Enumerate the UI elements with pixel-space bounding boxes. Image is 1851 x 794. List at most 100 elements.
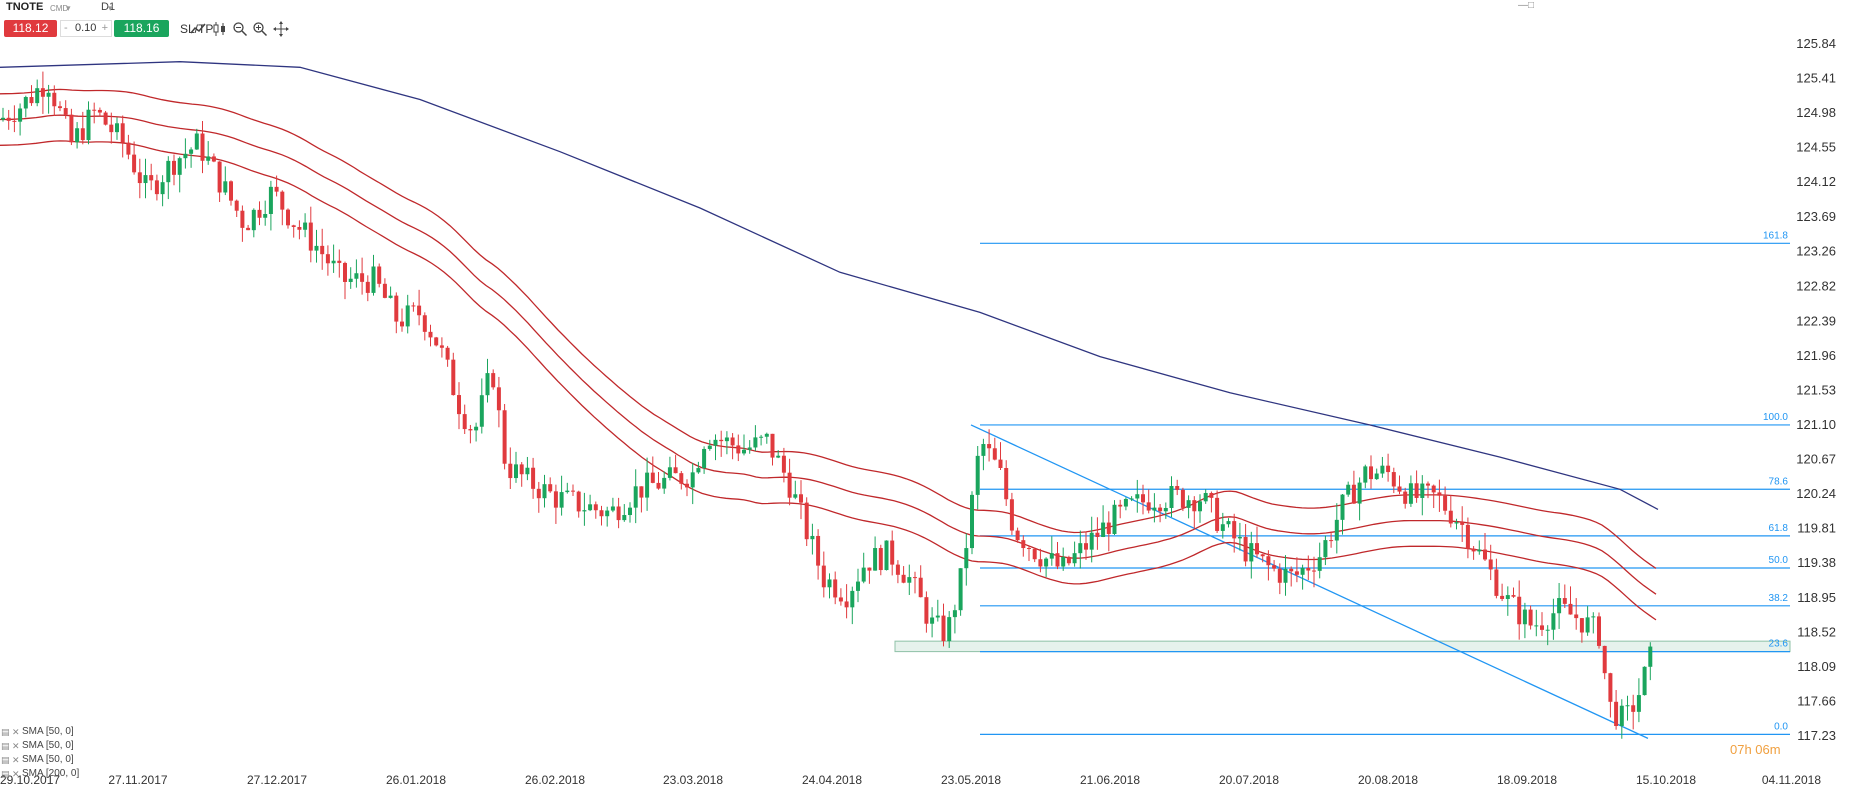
- candle-body: [1243, 536, 1248, 562]
- indicator-sma-50-a[interactable]: ▤ ✕ SMA [50, 0]: [0, 725, 79, 739]
- candle-body: [343, 262, 347, 282]
- candle-body: [115, 123, 119, 133]
- candle-body: [1049, 553, 1054, 559]
- candle-body: [1346, 484, 1351, 495]
- price-tick-label: 124.12: [1796, 174, 1836, 189]
- candle-body: [468, 429, 473, 431]
- volume-stepper[interactable]: - 0.10 +: [60, 20, 112, 37]
- candle-body: [40, 88, 45, 97]
- candle-body: [987, 444, 992, 449]
- fib-level-label: 78.6: [1769, 476, 1789, 487]
- candle-body: [12, 120, 17, 122]
- candle-body: [770, 433, 775, 458]
- indicator-settings-icon[interactable]: ▤ ✕: [1, 769, 20, 779]
- sell-button[interactable]: 118.12: [4, 20, 57, 37]
- candle-body: [400, 321, 404, 327]
- candle-body: [1602, 645, 1607, 674]
- candle-body: [667, 467, 672, 478]
- line-chart-icon[interactable]: [190, 21, 206, 37]
- candle-body: [1283, 568, 1288, 583]
- candle-body: [308, 222, 313, 251]
- candle-body: [286, 209, 290, 226]
- timeframe-selector[interactable]: D1: [101, 1, 116, 13]
- crosshair-icon[interactable]: [273, 21, 289, 37]
- price-tick-label: 124.55: [1796, 140, 1836, 155]
- candle-body: [109, 124, 114, 133]
- indicator-sma-50-b[interactable]: ▤ ✕ SMA [50, 0]: [0, 739, 79, 753]
- candle-body: [827, 579, 832, 588]
- candle-body: [52, 92, 57, 107]
- indicator-settings-icon[interactable]: ▤ ✕: [1, 755, 20, 765]
- candle-body: [6, 117, 11, 121]
- candle-body: [1226, 521, 1231, 525]
- indicator-sma-200[interactable]: ▤ ✕ SMA [200, 0]: [0, 767, 79, 781]
- candle-body: [405, 305, 410, 327]
- candle-body: [1551, 613, 1556, 630]
- volume-decrease-button[interactable]: -: [64, 22, 68, 34]
- candle-body: [1545, 629, 1550, 631]
- candle-body: [58, 106, 62, 109]
- candle-body: [1152, 507, 1157, 511]
- candle-body: [508, 463, 513, 479]
- candle-body: [240, 210, 245, 228]
- date-tick-label: 20.08.2018: [1358, 773, 1418, 787]
- indicator-sma-50-c[interactable]: ▤ ✕ SMA [50, 0]: [0, 753, 79, 767]
- chevron-down-icon[interactable]: ▾: [66, 3, 71, 13]
- candle-body: [166, 160, 171, 183]
- moving-averages: [0, 61, 1659, 621]
- volume-increase-button[interactable]: +: [101, 22, 108, 34]
- candle-body: [377, 266, 382, 284]
- candle-body: [1118, 504, 1123, 507]
- price-tick-label: 117.23: [1797, 728, 1836, 743]
- trendline[interactable]: [970, 424, 1649, 739]
- candle-body: [502, 410, 507, 464]
- candle-body: [713, 439, 718, 446]
- fibonacci-levels[interactable]: 161.8 100.0 78.6 61.8 50.0 38.2 23.6 0.0: [894, 230, 1791, 739]
- candle-body: [1061, 556, 1066, 567]
- zoom-out-icon[interactable]: [232, 21, 248, 37]
- buy-button[interactable]: 118.16: [114, 20, 169, 37]
- candle-body: [1625, 705, 1630, 707]
- candle-body: [1312, 570, 1316, 572]
- price-axis[interactable]: 125.84 125.41 124.98 124.55 124.12 123.69 123.…: [1796, 36, 1836, 743]
- candle-body: [217, 161, 222, 193]
- candle-body: [1317, 557, 1322, 571]
- candle-body: [1397, 486, 1402, 492]
- price-tick-label: 121.53: [1796, 382, 1836, 397]
- window-controls-icon[interactable]: —□: [1517, 0, 1534, 11]
- candle-body: [263, 213, 268, 218]
- date-tick-label: 21.06.2018: [1080, 773, 1140, 787]
- candle-body: [1306, 567, 1311, 571]
- candle-body: [35, 88, 40, 104]
- candle-body: [1636, 695, 1641, 712]
- candle-body: [992, 448, 997, 460]
- indicator-settings-icon[interactable]: ▤ ✕: [1, 741, 20, 751]
- candle-body: [1511, 595, 1516, 597]
- candle-body: [103, 112, 108, 125]
- candle-body: [434, 337, 439, 346]
- candle-body: [1220, 524, 1225, 531]
- indicator-settings-icon[interactable]: ▤ ✕: [1, 727, 20, 737]
- candle-body: [462, 414, 467, 430]
- candles-icon[interactable]: [212, 21, 228, 37]
- price-tick-label: 120.67: [1796, 452, 1836, 467]
- candle-body: [1579, 618, 1584, 633]
- candle-body: [610, 506, 615, 511]
- candle-body: [918, 577, 923, 598]
- support-zone[interactable]: [894, 640, 1791, 653]
- indicator-label: SMA [50, 0]: [22, 740, 74, 751]
- candle-body: [958, 568, 963, 611]
- candle-body: [707, 445, 712, 449]
- symbol-name[interactable]: TNOTE: [6, 1, 44, 13]
- candle-body: [730, 437, 735, 446]
- volume-value[interactable]: 0.10: [75, 22, 97, 34]
- zoom-in-icon[interactable]: [252, 21, 268, 37]
- time-axis[interactable]: 29.10.2017 27.11.2017 27.12.2017 26.01.2018…: [0, 773, 1821, 787]
- chevron-down-icon[interactable]: ▾: [108, 3, 113, 13]
- candle-body: [930, 617, 935, 624]
- candle-body: [536, 488, 541, 499]
- candle-body: [177, 158, 182, 175]
- candle-body: [80, 128, 85, 141]
- candle-body: [23, 97, 28, 109]
